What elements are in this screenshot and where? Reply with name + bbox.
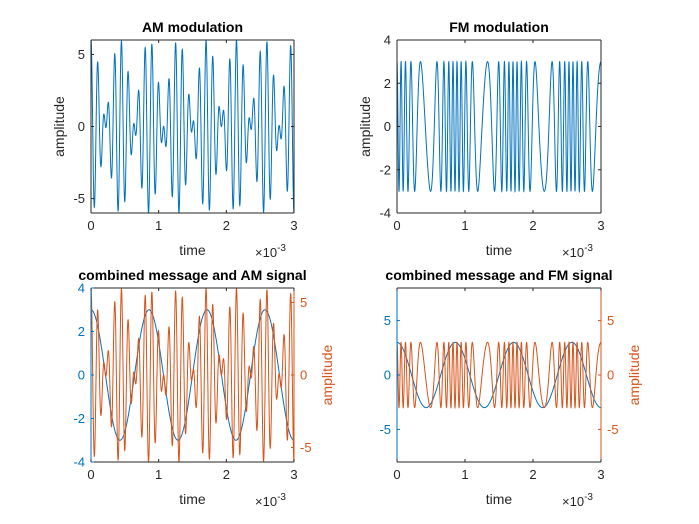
x-tick-label: 2 [529, 218, 536, 233]
y-tick-label-right: -5 [607, 422, 619, 437]
x-exponent-power: -3 [584, 243, 593, 254]
x-exponent-label: ×10-3 [255, 243, 286, 260]
x-exponent-power: -3 [584, 492, 593, 503]
x-tick-label: 2 [529, 467, 536, 482]
x-tick-label: 0 [87, 218, 94, 233]
subplot-title: AM modulation [142, 19, 243, 35]
subplot-title: combined message and AM signal [78, 267, 306, 283]
subplot-3: 0 1 2 3 -4 -2 0 2 4 -5 0 5 combined message and AM s… [73, 267, 335, 509]
series-line-am [91, 288, 294, 462]
series-line-fm [397, 59, 601, 194]
x-tick-label: 3 [290, 218, 297, 233]
x-exponent-base: ×10 [562, 245, 584, 260]
x-tick-label: 1 [461, 218, 468, 233]
x-axis-label: time [179, 242, 206, 258]
x-exponent-label: ×10-3 [562, 492, 593, 509]
y-tick-label: 5 [384, 313, 391, 328]
y-tick-label-right: -5 [300, 440, 312, 455]
y-tick-label-right: 5 [300, 295, 307, 310]
x-exponent-power: -3 [277, 243, 286, 254]
y-tick-label: 0 [78, 368, 85, 383]
x-tick-label: 2 [223, 218, 230, 233]
subplot-title: combined message and FM signal [385, 267, 612, 283]
y-axis-label: amplitude [51, 96, 67, 157]
y-tick-label-right: 0 [300, 368, 307, 383]
series-line-am [91, 40, 294, 213]
y-tick-label: -4 [379, 206, 391, 221]
y-axis-label-right: amplitude [319, 344, 335, 405]
x-tick-label: 3 [597, 467, 604, 482]
y-tick-label: 4 [78, 281, 85, 296]
y-tick-label: -4 [73, 455, 85, 470]
subplot-4: 0 1 2 3 -5 0 5 -5 0 5 combined message and FM sign… [379, 267, 642, 509]
x-exponent-power: -3 [277, 492, 286, 503]
series-line-fm [397, 341, 601, 410]
x-tick-label: 1 [461, 467, 468, 482]
y-tick-label: 0 [384, 368, 391, 383]
y-tick-label: -2 [379, 162, 391, 177]
x-tick-label: 0 [87, 467, 94, 482]
x-tick-label: 1 [155, 218, 162, 233]
x-exponent-label: ×10-3 [255, 492, 286, 509]
y-tick-label: 2 [78, 324, 85, 339]
x-axis-label: time [486, 491, 513, 507]
y-tick-label: 4 [384, 33, 391, 48]
y-tick-label-right: 0 [607, 368, 614, 383]
y-tick-label: -5 [379, 422, 391, 437]
x-exponent-label: ×10-3 [562, 243, 593, 260]
x-tick-label: 0 [393, 467, 400, 482]
x-exponent-base: ×10 [255, 245, 277, 260]
y-tick-label: -5 [73, 191, 85, 206]
y-tick-label: 2 [384, 76, 391, 91]
y-tick-label: 0 [78, 119, 85, 134]
y-tick-label-right: 5 [607, 313, 614, 328]
y-tick-label: 5 [78, 47, 85, 62]
x-axis-label: time [179, 491, 206, 507]
x-exponent-base: ×10 [255, 494, 277, 509]
x-tick-label: 3 [290, 467, 297, 482]
x-tick-label: 1 [155, 467, 162, 482]
x-axis-label: time [486, 242, 513, 258]
x-tick-label: 2 [223, 467, 230, 482]
subplot-2: 0 1 2 3 -4 -2 0 2 4 FM modulation time ×10-3 amplitu… [357, 19, 605, 260]
y-axis-label: amplitude [357, 96, 373, 157]
y-tick-label: -2 [73, 411, 85, 426]
x-tick-label: 3 [597, 218, 604, 233]
series-line-message [397, 341, 601, 409]
subplot-title: FM modulation [449, 19, 549, 35]
x-tick-label: 0 [393, 218, 400, 233]
y-axis-label-right: amplitude [626, 344, 642, 405]
y-tick-label: 0 [384, 119, 391, 134]
x-exponent-base: ×10 [562, 494, 584, 509]
